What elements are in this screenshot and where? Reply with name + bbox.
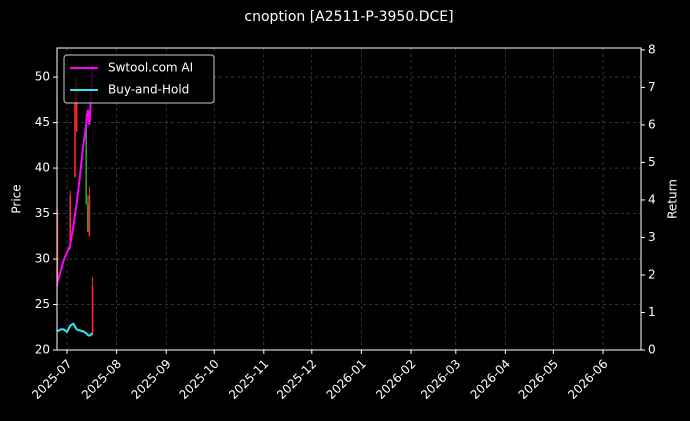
line-series bbox=[57, 322, 94, 337]
y2-tick-label: 1 bbox=[648, 305, 656, 319]
y2-tick-label: 2 bbox=[648, 267, 656, 281]
candle-body bbox=[91, 286, 94, 332]
legend-label: Buy-and-Hold bbox=[108, 83, 189, 97]
candle-body bbox=[87, 204, 89, 232]
plot-frame bbox=[56, 47, 642, 351]
candle-body bbox=[75, 86, 78, 132]
legend-box bbox=[63, 54, 215, 104]
y2-tick-label: 0 bbox=[648, 343, 656, 357]
y-tick-label: 25 bbox=[35, 297, 50, 311]
candle-body bbox=[57, 213, 59, 287]
candle-body bbox=[69, 195, 71, 241]
y-tick-label: 45 bbox=[35, 115, 50, 129]
y-axis-label: Price bbox=[10, 184, 24, 213]
y-tick-label: 20 bbox=[35, 343, 50, 357]
plot-area bbox=[57, 64, 94, 337]
legend-label: Swtool.com AI bbox=[108, 61, 193, 75]
y2-tick-label: 6 bbox=[648, 117, 656, 131]
y-tick-label: 35 bbox=[35, 206, 50, 220]
y2-tick-label: 5 bbox=[648, 155, 656, 169]
y2-tick-label: 3 bbox=[648, 230, 656, 244]
y2-tick-label: 4 bbox=[648, 192, 656, 206]
y2-tick-label: 7 bbox=[648, 80, 656, 94]
candle-body bbox=[88, 195, 91, 237]
chart-title: cnoption [A2511-P-3950.DCE] bbox=[244, 9, 453, 25]
y2-axis-label: Return bbox=[666, 179, 680, 219]
line-series bbox=[57, 64, 94, 283]
candle-body bbox=[74, 95, 76, 178]
y2-tick-label: 8 bbox=[648, 42, 656, 56]
candle-body bbox=[85, 122, 87, 205]
y-tick-label: 30 bbox=[35, 252, 50, 266]
y-tick-label: 40 bbox=[35, 161, 50, 175]
y-tick-label: 50 bbox=[35, 70, 50, 84]
